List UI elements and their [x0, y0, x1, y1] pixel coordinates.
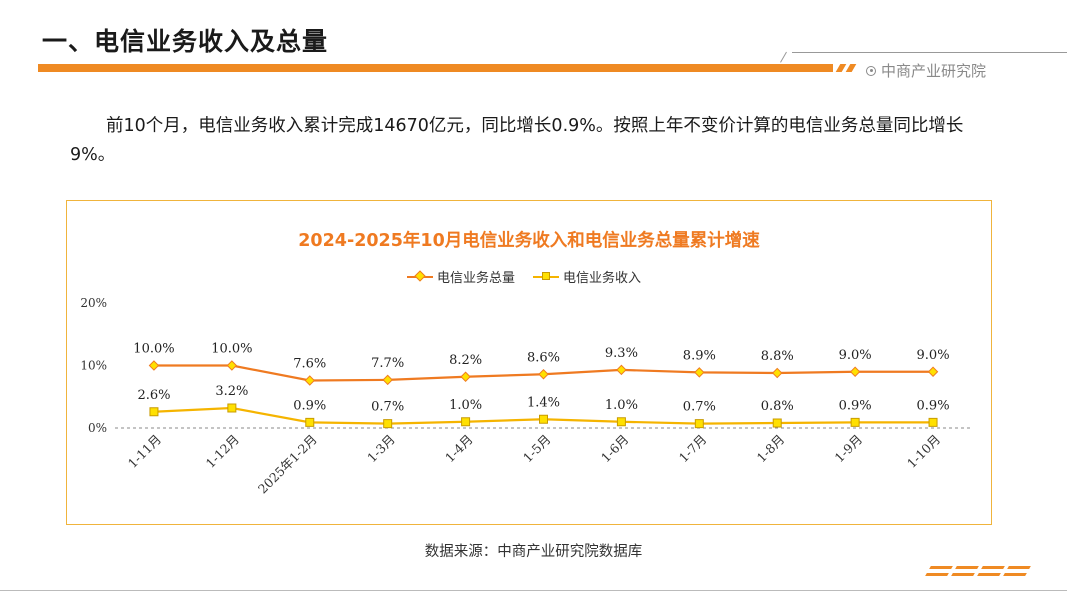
footer-stripe-6	[951, 573, 975, 576]
footer-stripe-5	[925, 573, 949, 576]
data-source: 数据来源：中商产业研究院数据库	[424, 544, 643, 560]
x-tick-label: 1-6月	[598, 432, 632, 466]
x-tick-label: 1-5月	[520, 432, 554, 466]
header-accent-bar	[38, 64, 833, 72]
header-slash-2	[845, 64, 857, 72]
point-income	[149, 407, 159, 417]
page-title: 一、电信业务收入及总量	[42, 27, 329, 56]
y-tick-label: 20%	[80, 296, 107, 310]
x-tick-label: 1-9月	[832, 432, 866, 466]
footer-stripe-4	[1007, 566, 1031, 569]
data-label-income: 0.9%	[917, 398, 950, 413]
x-tick-label: 1-10月	[904, 432, 943, 471]
data-label-income: 0.7%	[683, 400, 716, 415]
brand-name: 中商产业研究院	[881, 62, 987, 80]
x-tick-label: 2025年1-2月	[255, 432, 320, 497]
data-label-total: 8.8%	[761, 349, 794, 364]
point-total	[148, 360, 160, 371]
data-label-total: 8.6%	[527, 350, 560, 365]
legend-label-income: 电信业务收入	[563, 271, 642, 286]
data-label-income: 1.0%	[605, 398, 638, 413]
point-total	[694, 367, 705, 378]
y-tick-label: 10%	[80, 359, 107, 373]
data-label-total: 7.7%	[371, 356, 404, 371]
data-label-total: 10.0%	[133, 342, 174, 357]
line-chart: 0% 10% 20% 1-11月 1-12月 2025年1-2月 1-3月 1-4月 1-5月 1…	[80, 296, 972, 497]
y-tick-label: 0%	[88, 421, 107, 435]
legend-item-total: 电信业务总量	[407, 267, 515, 286]
chart-legend: 电信业务总量 电信业务收入	[407, 267, 641, 286]
legend-marker-income	[533, 271, 560, 282]
point-income	[772, 418, 782, 428]
data-label-income: 2.6%	[137, 388, 170, 403]
x-tick-label: 1-7月	[676, 432, 710, 466]
point-total	[927, 366, 939, 377]
target-icon	[866, 65, 876, 76]
brand: 中商产业研究院	[866, 60, 986, 81]
point-total	[771, 367, 783, 379]
chart-container: 2024-2025年10月电信业务收入和电信业务总量累计增速 电信业务总量 电信…	[66, 200, 992, 525]
point-income	[850, 417, 860, 427]
point-income	[227, 403, 237, 413]
x-tick-label: 1-4月	[442, 432, 476, 466]
header-divider-line	[792, 52, 1067, 53]
point-total	[382, 374, 393, 386]
point-total	[538, 369, 549, 380]
legend-marker-total	[407, 269, 433, 282]
data-label-total: 7.6%	[293, 357, 326, 372]
chart-title: 2024-2025年10月电信业务收入和电信业务总量累计增速	[298, 231, 760, 251]
data-label-total: 8.2%	[449, 353, 482, 368]
legend-label-total: 电信业务总量	[437, 271, 516, 286]
data-label-total: 9.3%	[605, 346, 638, 361]
data-label-income: 0.8%	[761, 399, 794, 414]
footer-stripe-3	[981, 566, 1005, 569]
legend-item-income: 电信业务收入	[533, 267, 641, 286]
header-divider-slant	[780, 51, 787, 63]
data-label-income: 1.4%	[527, 395, 560, 410]
point-income	[383, 419, 393, 429]
point-income	[305, 417, 315, 427]
data-label-total: 10.0%	[211, 342, 252, 357]
point-total	[616, 364, 627, 376]
point-total	[226, 360, 238, 371]
point-income	[539, 414, 548, 424]
data-label-income: 0.9%	[293, 398, 326, 413]
point-income	[616, 417, 626, 427]
footer-stripe-8	[1003, 573, 1027, 576]
point-total	[304, 375, 316, 386]
data-label-total: 8.9%	[683, 348, 716, 363]
footer-line	[0, 590, 1067, 591]
data-label-total: 9.0%	[917, 348, 950, 363]
footer-stripe-2	[955, 566, 979, 569]
footer-stripe-7	[977, 573, 1001, 576]
data-label-income: 0.9%	[839, 398, 872, 413]
x-tick-label: 1-11月	[125, 432, 164, 471]
data-label-income: 3.2%	[215, 384, 248, 399]
header-slash-1	[835, 64, 847, 72]
x-tick-label: 1-12月	[203, 432, 242, 471]
summary-paragraph: 前10个月，电信业务收入累计完成14670亿元，同比增长0.9%。按照上年不变价…	[70, 116, 964, 165]
data-label-income: 0.7%	[371, 400, 404, 415]
footer-stripe-1	[929, 566, 953, 569]
x-tick-label: 1-3月	[364, 432, 398, 466]
data-label-income: 1.0%	[449, 398, 482, 413]
point-total	[460, 371, 471, 382]
point-income	[694, 419, 704, 429]
x-tick-label: 1-8月	[754, 432, 788, 466]
data-label-total: 9.0%	[839, 348, 872, 363]
point-income	[928, 417, 938, 427]
point-income	[461, 417, 471, 427]
point-total	[849, 366, 861, 377]
